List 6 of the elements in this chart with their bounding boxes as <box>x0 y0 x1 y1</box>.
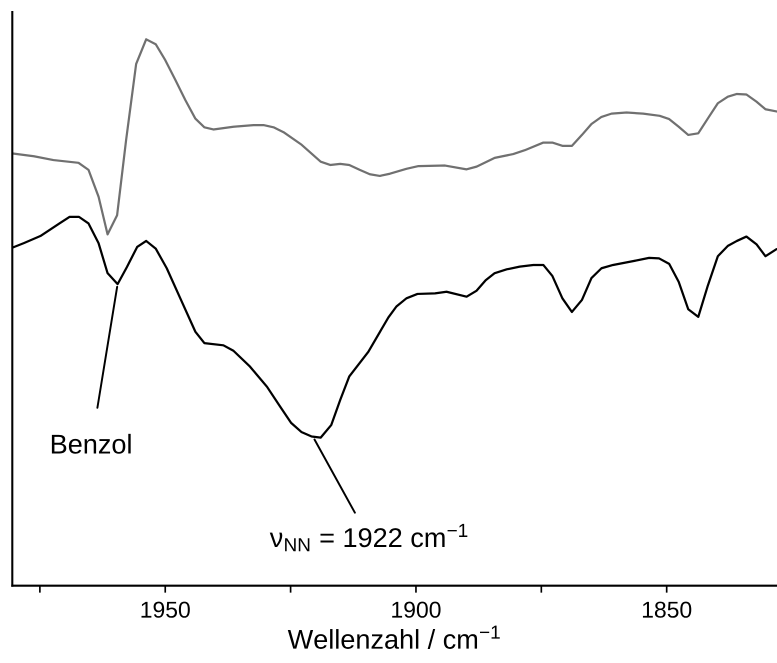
x-tick-label: 1950 <box>142 602 190 618</box>
annotation: ν$_{NN}$ = 1922 cm$^{−1}$ <box>270 524 468 552</box>
x-tick-label: 1850 <box>642 602 692 618</box>
x-axis-title: Wellenzahl / cm$^{−1}$ <box>288 626 500 649</box>
x-tick-label: 1900 <box>392 602 441 618</box>
annotation: Benzol <box>52 434 131 454</box>
